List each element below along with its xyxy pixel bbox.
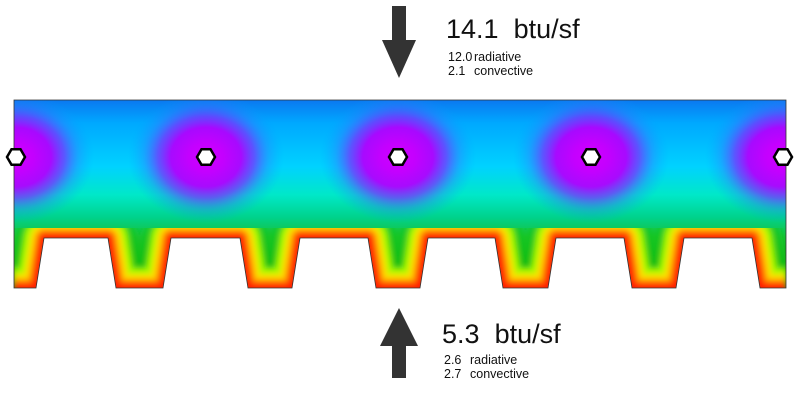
bottom-radiative-value: 2.6 <box>444 353 462 367</box>
thermal-slab <box>14 100 786 288</box>
hexagon-hole-icon <box>5 147 27 167</box>
arrow-up-icon <box>380 308 418 378</box>
bottom-radiative-label: radiative <box>470 353 518 367</box>
bottom-flux-unit: btu/sf <box>494 319 561 349</box>
hexagon-hole-icon <box>772 147 794 167</box>
bottom-convective-row: 2.7 convective <box>444 367 561 381</box>
bottom-flux-total: 5.3 btu/sf <box>442 319 561 349</box>
hexagon-hole-icon <box>580 147 602 167</box>
bottom-heat-flux: 5.3 btu/sf 2.6 radiative 2.7 convective <box>442 319 561 381</box>
top-flux-value: 14.1 <box>446 14 499 44</box>
top-flux-total: 14.1 btu/sf <box>446 14 580 44</box>
top-convective-row: 2.1 convective <box>448 64 580 78</box>
arrow-down-icon <box>382 6 416 78</box>
top-heat-flux: 14.1 btu/sf 12.0 radiative 2.1 convective <box>446 14 580 78</box>
bottom-convective-label: convective <box>470 367 530 381</box>
bottom-radiative-row: 2.6 radiative <box>444 353 561 367</box>
hexagon-hole-icon <box>387 147 409 167</box>
hexagon-hole-icon <box>195 147 217 167</box>
top-flux-unit: btu/sf <box>513 14 580 44</box>
top-convective-value: 2.1 <box>448 64 466 78</box>
bottom-flux-value: 5.3 <box>442 319 480 349</box>
top-radiative-row: 12.0 radiative <box>448 50 580 64</box>
bottom-convective-value: 2.7 <box>444 367 462 381</box>
top-radiative-label: radiative <box>474 50 522 64</box>
top-convective-label: convective <box>474 64 534 78</box>
top-radiative-value: 12.0 <box>448 50 473 64</box>
